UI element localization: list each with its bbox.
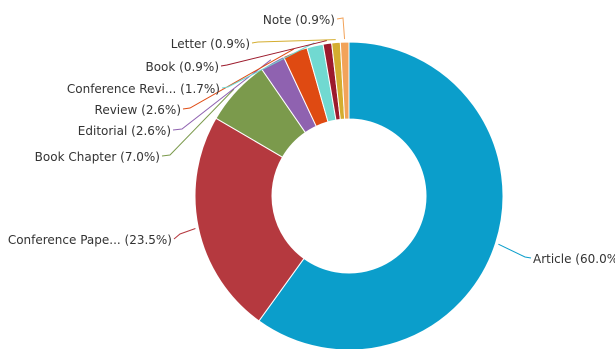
label-letter: Letter (0.9%) [171,37,250,51]
leader-letter [251,39,336,44]
label-book: Book (0.9%) [145,60,219,74]
leader-editorial [172,59,272,131]
label-review: Review (2.6%) [95,103,181,117]
leader-book-chapter [161,88,235,157]
slice-note[interactable] [339,41,350,120]
label-book-chapter: Book Chapter (7.0%) [35,150,160,164]
slice-conference-pape[interactable] [194,117,305,322]
slices [194,41,504,349]
leader-conference-revi [221,42,315,89]
leader-lines [161,17,532,259]
label-conference-pape: Conference Pape... (23.5%) [8,233,172,247]
slice-labels: Article (60.0%) Conference Pape... (23.5%… [8,13,615,266]
leader-review [182,48,295,110]
slice-article[interactable] [258,41,504,349]
label-article: Article (60.0%) [533,252,615,266]
label-editorial: Editorial (2.6%) [78,124,171,138]
leader-conference-pape [173,228,196,240]
label-note: Note (0.9%) [263,13,335,27]
leader-book [220,40,328,67]
leader-article [498,243,532,259]
leader-note [336,17,346,40]
label-conference-revi: Conference Revi... (1.7%) [67,82,220,96]
